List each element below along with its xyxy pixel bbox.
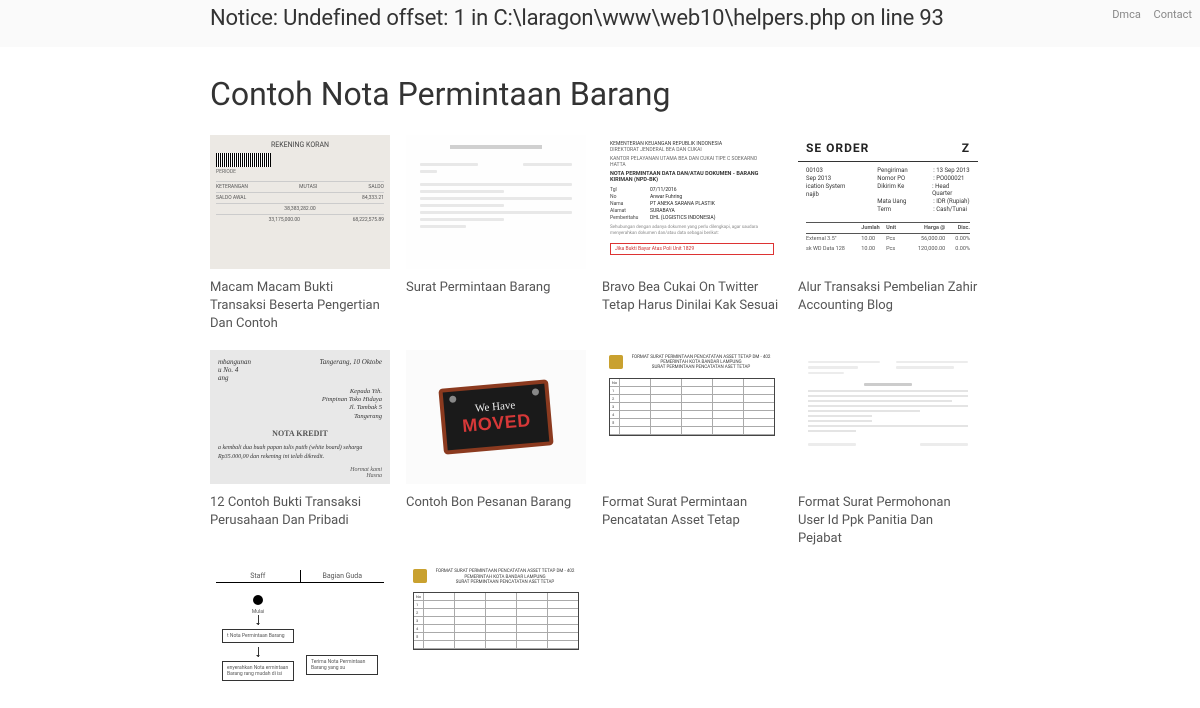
thumb-subheader: KANTOR PELAYANAN UTAMA BEA DAN CUKAI TIP…: [610, 156, 774, 168]
thumb-subheader: DIREKTORAT JENDERAL BEA DAN CUKAI: [610, 147, 774, 153]
php-notice: Notice: Undefined offset: 1 in C:\larago…: [210, 6, 1170, 31]
grid-card[interactable]: Staff Bagian Guda Mulai t Nota Permintaa…: [210, 564, 390, 708]
card-caption: Bravo Bea Cukai On Twitter Tetap Harus D…: [602, 279, 782, 315]
contact-link[interactable]: Contact: [1154, 8, 1192, 21]
grid-card[interactable]: mbangunan u No. 4 ang Tangerang, 10 Okto…: [210, 350, 390, 549]
po-z: Z: [962, 141, 970, 155]
grid-card[interactable]: KEMENTERIAN KEUANGAN REPUBLIK INDONESIA …: [602, 135, 782, 334]
card-caption: Format Surat Permintaan Pencatatan Asset…: [602, 494, 782, 530]
thumbnail: FORMAT SURAT PERMINTAAN PENCATATAN ASSET…: [406, 564, 586, 698]
thumb-text: Tangerang, 10 Oktobe: [319, 358, 382, 382]
thumbnail: [798, 350, 978, 484]
top-nav: Dmca Contact: [1102, 8, 1192, 21]
thumbnail: [406, 135, 586, 269]
thumb-text: ang: [218, 374, 251, 382]
flowchart-col: Staff: [216, 570, 301, 582]
grid-card[interactable]: FORMAT SURAT PERMINTAAN PENCATATAN ASSET…: [602, 350, 782, 549]
card-caption: Surat Permintaan Barang: [406, 279, 586, 297]
dmca-link[interactable]: Dmca: [1112, 8, 1141, 21]
grid-card[interactable]: REKENING KORAN PERIODE KETERANGANMUTASIS…: [210, 135, 390, 334]
thumbnail: KEMENTERIAN KEUANGAN REPUBLIK INDONESIA …: [602, 135, 782, 269]
nota-kredit-title: NOTA KREDIT: [218, 429, 382, 438]
grid-card[interactable]: SE ORDER Z 00103Sep 2013ication Systemna…: [798, 135, 978, 334]
flowchart-box: t Nota Permintaan Barang: [222, 629, 294, 643]
page-title: Contoh Nota Permintaan Barang: [210, 75, 1170, 113]
card-caption: Alur Transaksi Pembelian Zahir Accountin…: [798, 279, 978, 315]
image-grid: REKENING KORAN PERIODE KETERANGANMUTASIS…: [210, 135, 1170, 708]
thumbnail: We Have MOVED: [406, 350, 586, 484]
barcode-graphic: [216, 153, 271, 167]
thumb-body: a kembali dua buah papan tulis putih (wh…: [218, 444, 382, 461]
card-caption: Macam Macam Bukti Transaksi Beserta Peng…: [210, 279, 390, 334]
flowchart-box: enyerahkan Nota ermintaan Barang rang mu…: [222, 661, 294, 681]
thumbnail: mbangunan u No. 4 ang Tangerang, 10 Okto…: [210, 350, 390, 484]
thumb-text: u No. 4: [218, 366, 251, 374]
start-node: [253, 595, 263, 605]
crest-icon: [609, 355, 623, 369]
po-title: SE ORDER: [806, 141, 869, 155]
flowchart-col: Bagian Guda: [301, 570, 385, 582]
grid-card[interactable]: Surat Permintaan Barang: [406, 135, 586, 334]
thumbnail: FORMAT SURAT PERMINTAAN PENCATATAN ASSET…: [602, 350, 782, 484]
thumb-redbox: Jika Bukti Bayar Atas Poli Unit 1829: [610, 243, 774, 255]
thumbnail: REKENING KORAN PERIODE KETERANGANMUTASIS…: [210, 135, 390, 269]
thumb-text: mbangunan: [218, 358, 251, 366]
grid-card[interactable]: FORMAT SURAT PERMINTAAN PENCATATAN ASSET…: [406, 564, 586, 708]
thumbnail: SE ORDER Z 00103Sep 2013ication Systemna…: [798, 135, 978, 269]
card-caption: Contoh Bon Pesanan Barang: [406, 494, 586, 512]
moved-sign: We Have MOVED: [438, 379, 553, 454]
grid-card[interactable]: Format Surat Permohonan User Id Ppk Pani…: [798, 350, 978, 549]
crest-icon: [413, 569, 427, 583]
card-caption: 12 Contoh Bukti Transaksi Perusahaan Dan…: [210, 494, 390, 530]
thumb-sig: Hasna: [218, 473, 382, 479]
thumb-doc-title: NOTA PERMINTAAN DATA DAN/ATAU DOKUMEN - …: [610, 171, 774, 183]
sign-text: MOVED: [461, 409, 531, 436]
thumb-title: REKENING KORAN: [216, 141, 384, 149]
thumbnail: Staff Bagian Guda Mulai t Nota Permintaa…: [210, 564, 390, 698]
card-caption: Format Surat Permohonan User Id Ppk Pani…: [798, 494, 978, 549]
grid-card[interactable]: We Have MOVED Contoh Bon Pesanan Barang: [406, 350, 586, 549]
flowchart-box: Terima Nota Permintaan Barang yang su: [306, 655, 378, 675]
